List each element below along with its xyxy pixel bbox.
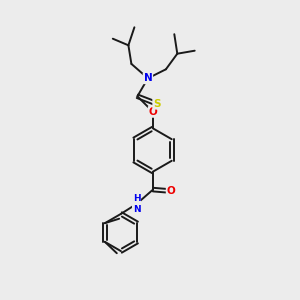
Text: N: N [143, 73, 152, 83]
Text: S: S [153, 99, 161, 109]
Text: H
N: H N [133, 194, 140, 214]
Text: O: O [148, 107, 158, 117]
Text: O: O [167, 186, 176, 196]
